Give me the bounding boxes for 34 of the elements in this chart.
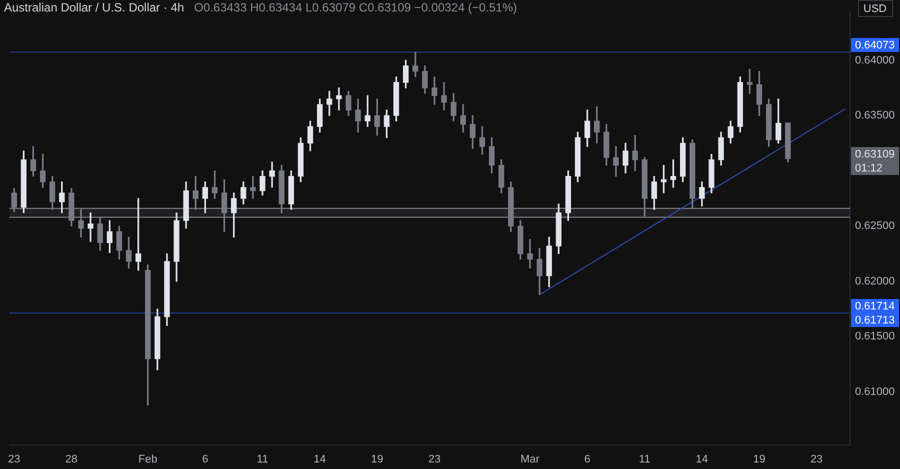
x-tick-label: 11 <box>256 454 268 466</box>
x-tick-label: 23 <box>428 454 441 466</box>
x-tick-label: 14 <box>314 454 326 466</box>
x-tick-label: Feb <box>138 454 158 466</box>
y-axis-title: USD <box>863 3 887 16</box>
x-tick-label: 11 <box>638 454 650 466</box>
x-tick-label: 6 <box>584 454 590 466</box>
chart-subtitle: O0.63433 H0.63434 L0.63079 C0.63109 −0.00324 (−0.51%) <box>194 0 517 14</box>
text: 0.61713 <box>855 314 895 327</box>
candlestick <box>250 176 256 199</box>
x-tick-label: 23 <box>810 454 823 466</box>
y-tick-label: 0.62500 <box>855 220 895 232</box>
y-tick-label: 0.61000 <box>855 386 895 398</box>
candlestick <box>527 239 533 268</box>
x-tick-label: 14 <box>696 454 708 466</box>
y-tick-label: 0.64000 <box>855 54 895 66</box>
candlestick <box>269 162 275 188</box>
y-tick-label: 0.63500 <box>855 110 895 122</box>
candlestick <box>88 212 94 242</box>
y-tick-label: 0.62000 <box>855 275 895 288</box>
ref-line-label: 0.64073 <box>855 40 895 52</box>
x-tick-label: 28 <box>65 454 78 466</box>
x-tick-label: 19 <box>753 454 766 466</box>
text: 01:12 <box>855 162 883 175</box>
chart-title: Australian Dollar / U.S. Dollar · 4h <box>4 0 184 14</box>
x-tick-label: Mar <box>520 454 540 466</box>
y-tick-label: 0.61500 <box>855 330 895 343</box>
x-tick-label: 6 <box>202 454 208 466</box>
candlestick <box>441 82 447 110</box>
x-tick-label: 23 <box>8 454 20 466</box>
text: 0.63109 <box>855 148 895 161</box>
candlestick <box>364 95 370 127</box>
ref-line-label: 0.61714 <box>855 300 895 313</box>
x-tick-label: 19 <box>371 454 384 466</box>
